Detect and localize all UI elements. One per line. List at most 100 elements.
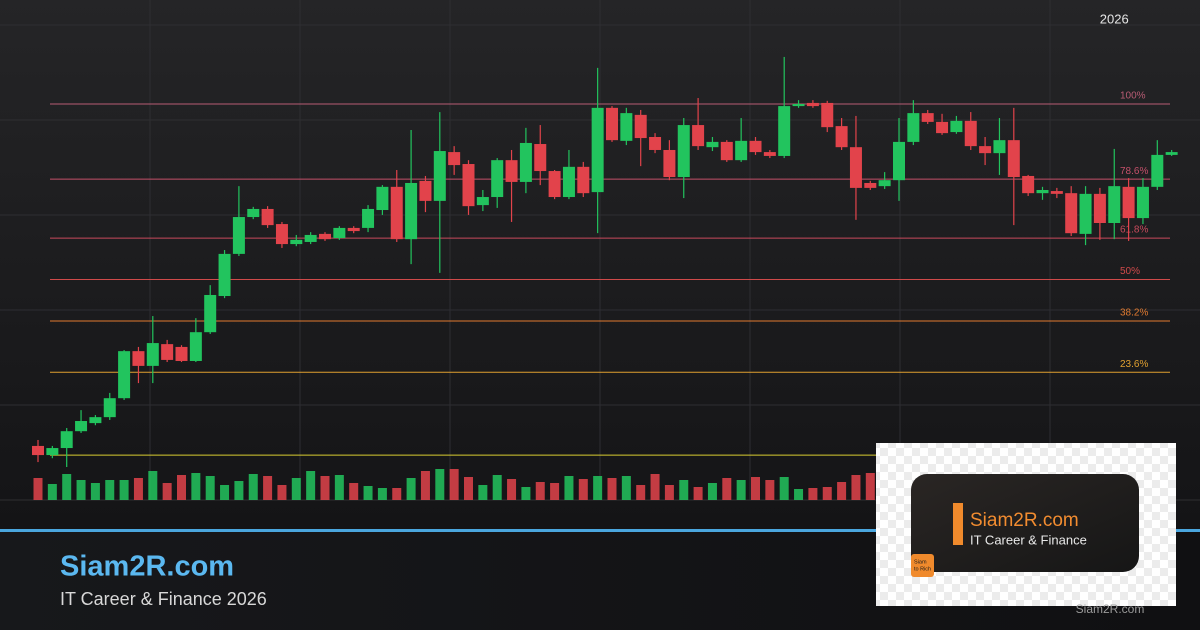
candle-body xyxy=(663,149,676,178)
candle-body xyxy=(448,152,461,166)
candle-body xyxy=(304,234,317,242)
volume-bar xyxy=(464,477,473,500)
candle-body xyxy=(1108,186,1121,224)
candle-body xyxy=(534,144,547,172)
volume-bar xyxy=(751,477,760,500)
volume-bar xyxy=(564,476,574,500)
candle-body xyxy=(1022,175,1035,194)
candle-body xyxy=(290,239,303,245)
volume-bar xyxy=(765,480,775,500)
candle-body xyxy=(60,431,73,449)
candle-body xyxy=(118,351,131,399)
volume-bar xyxy=(722,478,732,500)
candle-body xyxy=(505,160,518,182)
candle-body xyxy=(232,217,245,254)
volume-bar xyxy=(148,471,158,500)
volume-bar xyxy=(392,488,402,500)
candle-body xyxy=(620,113,633,141)
volume-bar xyxy=(420,471,430,500)
candle-body xyxy=(993,140,1006,154)
candle-body xyxy=(677,125,690,178)
volume-bar xyxy=(664,485,674,500)
candle-body xyxy=(835,126,848,148)
candle-body xyxy=(247,208,260,218)
volume-bar xyxy=(306,471,316,500)
volume-bar xyxy=(707,483,717,500)
logo-badge-line: to Rich xyxy=(914,566,931,572)
logo-title: Siam2R.com xyxy=(970,510,1079,531)
candle-body xyxy=(161,344,174,360)
candle-body xyxy=(1079,193,1092,234)
fib-level-label: 23.6% xyxy=(1120,359,1148,370)
volume-bar xyxy=(191,473,201,500)
volume-bar xyxy=(808,488,818,500)
candle-body xyxy=(175,346,188,361)
candle-body xyxy=(907,113,920,142)
fib-level-label: 78.6% xyxy=(1120,166,1148,177)
volume-bar xyxy=(377,488,387,500)
candle-body xyxy=(189,332,202,361)
watermark: Siam2R.com xyxy=(1076,602,1145,616)
candle-body xyxy=(591,107,604,193)
candle-body xyxy=(1165,152,1178,155)
candle-body xyxy=(347,227,360,232)
volume-bar xyxy=(492,475,502,500)
candle-body xyxy=(735,140,748,161)
candle-body xyxy=(562,166,575,198)
volume-bar xyxy=(105,480,115,500)
volume-bar xyxy=(679,480,689,500)
candle-body xyxy=(749,140,762,153)
candle-body xyxy=(634,114,647,139)
candle-body xyxy=(606,107,618,141)
candle-body xyxy=(1007,140,1020,178)
volume-bar xyxy=(794,489,804,500)
candle-body xyxy=(806,102,819,107)
candle-body xyxy=(1093,193,1106,224)
volume-bar xyxy=(478,485,488,500)
candle-body xyxy=(1122,186,1135,219)
volume-bar xyxy=(822,487,832,500)
fib-level-label: 100% xyxy=(1120,91,1146,102)
candle-body xyxy=(1151,154,1164,187)
candle-body xyxy=(849,147,862,188)
logo-subtitle: IT Career & Finance xyxy=(970,532,1087,547)
candle-body xyxy=(519,142,532,182)
volume-bar xyxy=(234,481,244,500)
volume-bar xyxy=(334,475,344,500)
candle-body xyxy=(32,445,44,456)
volume-bar xyxy=(435,469,445,500)
volume-bar xyxy=(248,474,258,500)
volume-bar xyxy=(535,482,545,500)
volume-bar xyxy=(263,476,273,500)
volume-bar xyxy=(47,484,57,500)
volume-bar xyxy=(736,480,746,500)
candle-body xyxy=(362,208,375,228)
candle-body xyxy=(218,253,231,297)
volume-bar xyxy=(406,478,416,500)
volume-bar xyxy=(593,476,603,500)
candle-body xyxy=(821,102,834,128)
candle-body xyxy=(146,343,159,366)
volume-bar xyxy=(578,479,588,500)
volume-bar xyxy=(607,478,617,500)
volume-bar xyxy=(550,483,560,500)
candle-body xyxy=(649,136,662,150)
volume-bar xyxy=(277,485,287,500)
candle-body xyxy=(103,398,116,418)
candle-body xyxy=(405,182,418,240)
candle-body xyxy=(706,141,719,148)
volume-bar xyxy=(33,478,43,500)
candle-body xyxy=(577,166,590,194)
footer-title: Siam2R.com xyxy=(60,551,234,583)
volume-bar xyxy=(291,478,301,500)
candle-body xyxy=(1050,191,1063,194)
volume-bar xyxy=(521,487,531,500)
candle-body xyxy=(75,421,88,432)
candle-body xyxy=(319,233,331,240)
fib-level-label: 61.8% xyxy=(1120,225,1148,236)
candle-body xyxy=(275,224,288,245)
candle-body xyxy=(419,180,432,201)
volume-bar xyxy=(636,485,646,500)
volume-bar xyxy=(349,483,359,500)
candle-body xyxy=(548,171,561,198)
